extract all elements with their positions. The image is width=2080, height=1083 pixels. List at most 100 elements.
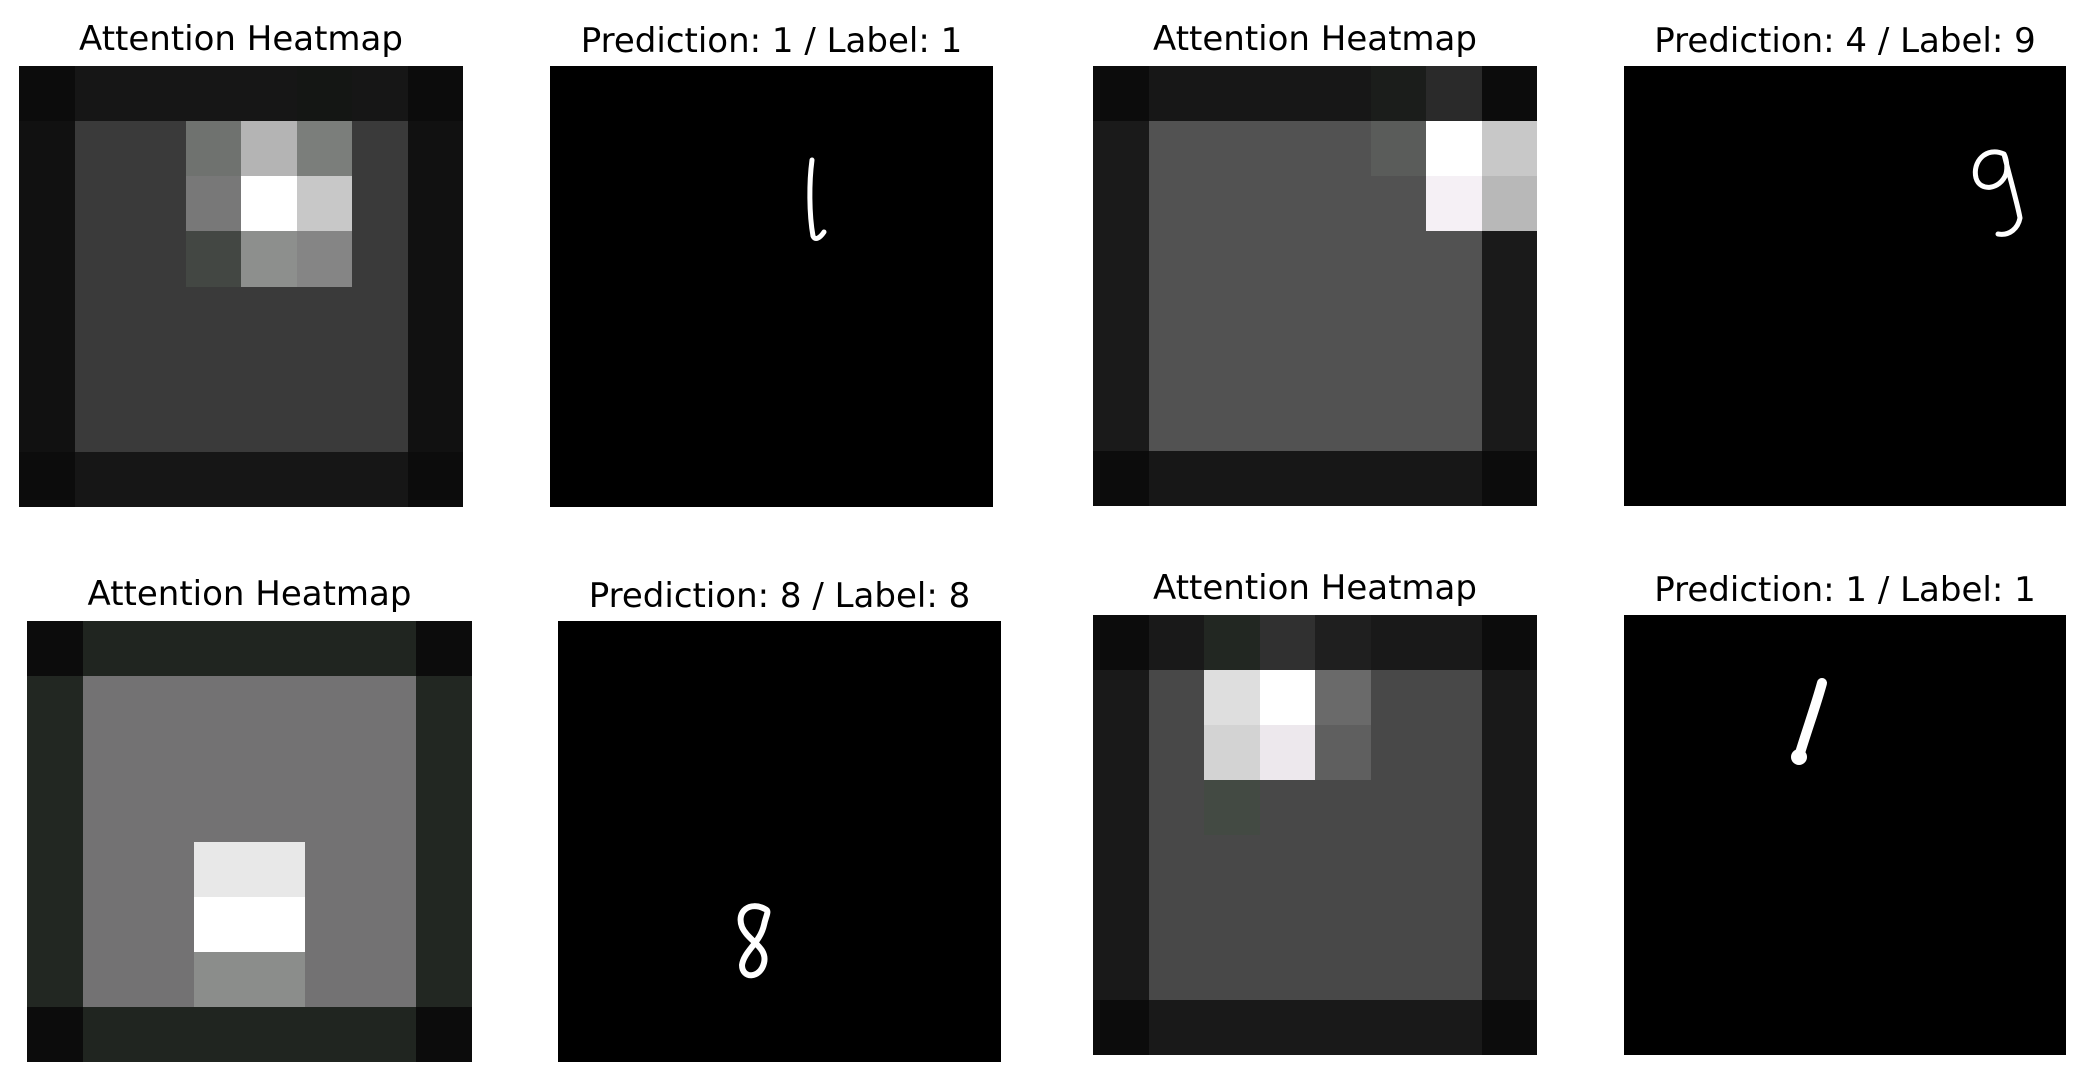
- heatmap-cell: [296, 396, 352, 452]
- heatmap-cell: [407, 341, 463, 397]
- heatmap-cell: [74, 451, 130, 507]
- heatmap-cell: [1315, 615, 1371, 670]
- heatmap-cell: [1204, 396, 1260, 451]
- heatmap-cell: [1093, 341, 1149, 396]
- heatmap-cell: [296, 176, 352, 232]
- heatmap-cell: [1259, 890, 1315, 945]
- heatmap-cell: [1315, 1000, 1371, 1055]
- heatmap-cell: [1148, 945, 1204, 1000]
- heatmap-cell: [138, 951, 194, 1007]
- heatmap-cell: [416, 1006, 472, 1062]
- heatmap-cell: [1315, 231, 1371, 286]
- heatmap-cell: [1315, 945, 1371, 1000]
- heatmap-cell: [1204, 66, 1260, 121]
- heatmap-cell: [1093, 945, 1149, 1000]
- heatmap-cell: [193, 731, 250, 787]
- heatmap-cell: [19, 396, 75, 452]
- heatmap-cell: [1204, 945, 1260, 1000]
- heatmap-cell: [1426, 725, 1482, 780]
- heatmap-cell: [1148, 341, 1204, 396]
- heatmap-cell: [305, 896, 361, 952]
- digit-panel-2: Prediction: 4 / Label: 9: [1624, 24, 2066, 506]
- heatmap-cell: [193, 1006, 250, 1062]
- heatmap-cell: [1204, 670, 1260, 725]
- heatmap-cell: [138, 731, 194, 787]
- heatmap-cell: [407, 451, 463, 507]
- heatmap-cell: [1426, 945, 1482, 1000]
- heatmap-cell: [130, 121, 186, 177]
- heatmap-cell: [185, 121, 241, 177]
- heatmap-cell: [27, 841, 83, 897]
- heatmap-cell: [1204, 176, 1260, 231]
- heatmap-cell: [1204, 121, 1260, 176]
- heatmap-cell: [130, 286, 186, 342]
- heatmap-cell: [74, 396, 130, 452]
- heatmap-cell: [130, 66, 186, 122]
- heatmap-cell: [352, 451, 408, 507]
- heatmap-cell: [1481, 341, 1537, 396]
- heatmap-cell: [1370, 780, 1426, 835]
- heatmap-cell: [1093, 286, 1149, 341]
- heatmap-cell: [249, 951, 306, 1007]
- heatmap-cell: [19, 121, 75, 177]
- heatmap-cell: [1315, 780, 1371, 835]
- digit-title: Prediction: 1 / Label: 1: [580, 21, 963, 61]
- heatmap-cell: [185, 176, 241, 232]
- heatmap-cell: [1148, 396, 1204, 451]
- heatmap-cell: [1093, 615, 1149, 670]
- heatmap-cell: [1093, 890, 1149, 945]
- heatmap-cell: [1259, 1000, 1315, 1055]
- heatmap-cell: [185, 66, 241, 122]
- heatmap-cell: [185, 231, 241, 287]
- digit-image: [550, 66, 993, 507]
- heatmap-cell: [249, 676, 306, 732]
- heatmap-cell: [1481, 835, 1537, 890]
- heatmap-cell: [1315, 396, 1371, 451]
- heatmap-cell: [305, 1006, 361, 1062]
- heatmap-cell: [1259, 396, 1315, 451]
- heatmap-cell: [241, 121, 297, 177]
- digit-image: [558, 621, 1001, 1062]
- heatmap-cell: [296, 66, 352, 122]
- heatmap-cell: [1259, 780, 1315, 835]
- heatmap-cell: [27, 676, 83, 732]
- heatmap-cell: [1148, 176, 1204, 231]
- heatmap-cell: [305, 786, 361, 842]
- heatmap-cell: [1315, 341, 1371, 396]
- heatmap-cell: [82, 676, 139, 732]
- heatmap-cell: [193, 841, 250, 897]
- heatmap-cell: [416, 621, 472, 677]
- heatmap-cell: [19, 231, 75, 287]
- heatmap-cell: [360, 786, 417, 842]
- heatmap-cell: [305, 731, 361, 787]
- heatmap-cell: [1093, 725, 1149, 780]
- heatmap-cell: [1481, 615, 1537, 670]
- digit-title: Prediction: 1 / Label: 1: [1654, 570, 2036, 610]
- heatmap-cell: [185, 396, 241, 452]
- heatmap-cell: [1481, 286, 1537, 341]
- heatmap-cell: [193, 621, 250, 677]
- heatmap-cell: [1426, 780, 1482, 835]
- heatmap-cell: [1426, 341, 1482, 396]
- heatmap-cell: [1093, 176, 1149, 231]
- heatmap-cell: [296, 231, 352, 287]
- heatmap-cell: [352, 121, 408, 177]
- digit-one-icon: [1791, 678, 1827, 765]
- attention-heatmap: [27, 621, 472, 1062]
- heatmap-cell: [241, 176, 297, 232]
- digit-title: Prediction: 4 / Label: 9: [1654, 21, 2036, 61]
- heatmap-cell: [82, 896, 139, 952]
- heatmap-cell: [1204, 780, 1260, 835]
- heatmap-cell: [27, 896, 83, 952]
- heatmap-cell: [241, 66, 297, 122]
- heatmap-cell: [1204, 725, 1260, 780]
- heatmap-cell: [416, 786, 472, 842]
- heatmap-cell: [130, 341, 186, 397]
- heatmap-cell: [27, 1006, 83, 1062]
- digit-panel-4: Prediction: 1 / Label: 1: [1624, 573, 2066, 1055]
- heatmap-cell: [352, 66, 408, 122]
- heatmap-cell: [1148, 451, 1204, 506]
- heatmap-cell: [352, 341, 408, 397]
- heatmap-cell: [1370, 396, 1426, 451]
- heatmap-cell: [193, 951, 250, 1007]
